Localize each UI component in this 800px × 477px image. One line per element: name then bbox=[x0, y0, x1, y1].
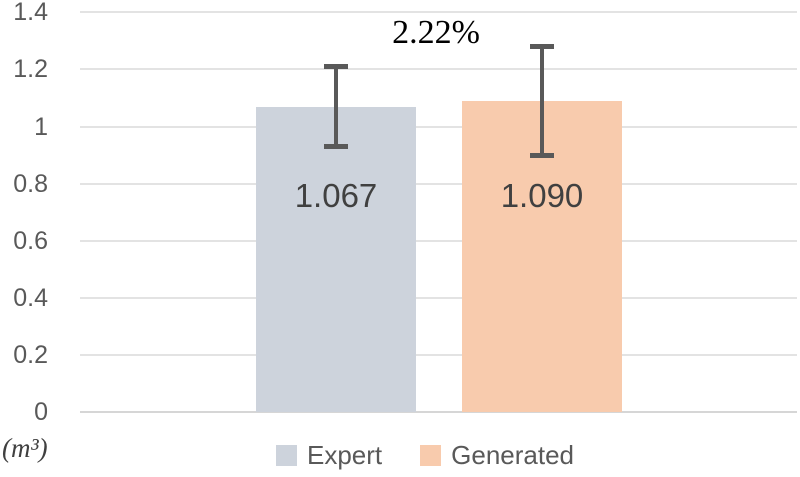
expert-error-bar bbox=[334, 63, 338, 150]
x-axis-line bbox=[80, 411, 797, 413]
y-tick-label: 1 bbox=[34, 112, 48, 141]
generated-bar-value-label: 1.090 bbox=[500, 177, 584, 214]
expert-error-bar-cap bbox=[324, 63, 348, 69]
y-tick-label: 0.8 bbox=[13, 169, 48, 198]
gridline bbox=[80, 296, 797, 299]
y-tick-label: 1.2 bbox=[13, 55, 48, 84]
y-tick-label: 0.4 bbox=[13, 283, 48, 312]
legend-item-expert: Expert bbox=[276, 442, 382, 468]
y-tick-label: 0 bbox=[34, 398, 48, 426]
gridline bbox=[80, 11, 797, 14]
expert-legend-label: Expert bbox=[307, 440, 383, 470]
chart-legend: Expert Generated bbox=[276, 442, 574, 468]
expert-bar-value-label: 1.067 bbox=[294, 177, 378, 214]
y-tick-label: 0.2 bbox=[13, 340, 48, 369]
generated-legend-label: Generated bbox=[451, 440, 575, 470]
y-tick-label: 0.6 bbox=[13, 226, 48, 255]
y-axis-unit-label: (m³) bbox=[2, 433, 48, 463]
difference-annotation: 2.22% bbox=[392, 14, 480, 51]
expert-error-bar-cap bbox=[324, 144, 348, 150]
y-tick-label: 1.4 bbox=[13, 0, 48, 27]
gridline bbox=[80, 182, 797, 185]
expert-bar bbox=[256, 107, 416, 412]
generated-legend-swatch bbox=[420, 444, 442, 466]
gridline bbox=[80, 239, 797, 242]
gridline bbox=[80, 68, 797, 71]
expert-legend-swatch bbox=[276, 444, 297, 466]
gridline bbox=[80, 353, 797, 356]
generated-error-bar-cap bbox=[530, 152, 554, 158]
gridline bbox=[80, 125, 797, 128]
generated-error-bar-cap bbox=[530, 43, 554, 49]
legend-item-generated: Generated bbox=[420, 442, 574, 468]
generated-error-bar bbox=[540, 43, 544, 158]
